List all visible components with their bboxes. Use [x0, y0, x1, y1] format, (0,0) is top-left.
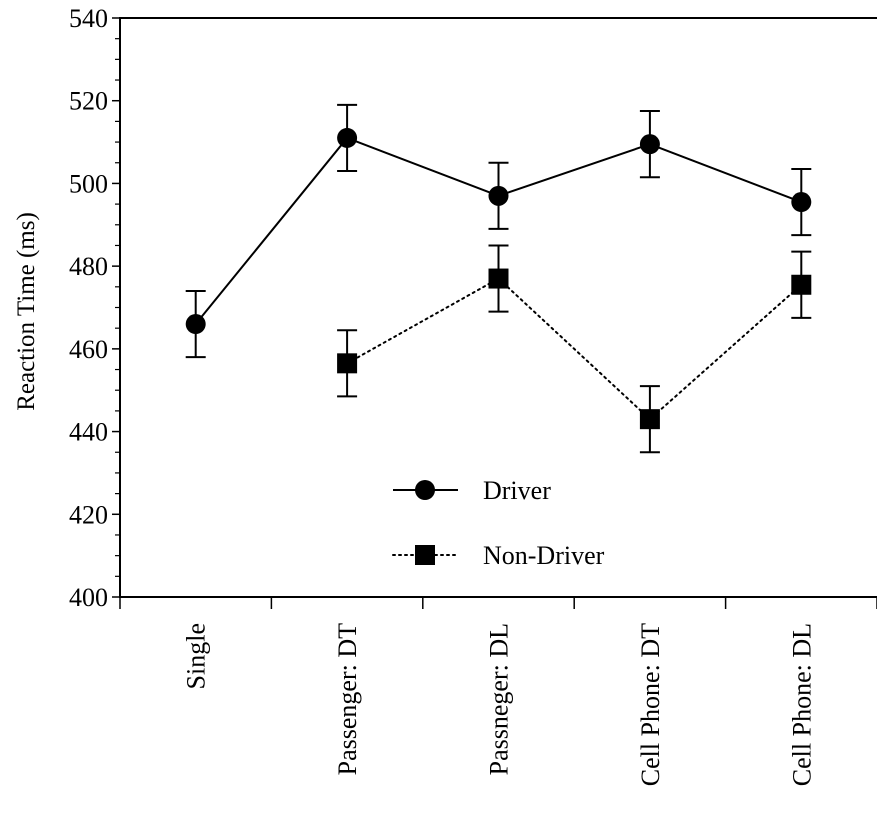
x-tick-label: Passenger: DT — [333, 623, 362, 775]
legend-item-non-driver: Non-Driver — [392, 541, 605, 570]
series-driver — [185, 103, 812, 359]
x-tick-label: Passneger: DL — [485, 623, 514, 775]
legend-item-driver: Driver — [393, 476, 551, 505]
data-point — [488, 268, 509, 289]
y-ticks — [112, 17, 120, 598]
x-tick-labels: Single Passenger: DT Passneger: DL Cell Pho… — [182, 623, 817, 786]
data-point — [639, 134, 660, 155]
x-tick-label: Single — [182, 623, 211, 689]
y-axis-label: Reaction Time (ms) — [13, 212, 40, 411]
data-point — [488, 185, 509, 206]
series-non-driver — [337, 244, 812, 454]
legend-label: Non-Driver — [483, 541, 605, 570]
data-point — [791, 274, 812, 295]
y-tick-label: 420 — [69, 500, 108, 529]
y-tick-label: 480 — [69, 252, 108, 281]
y-tick-label: 460 — [69, 335, 108, 364]
series-layer — [185, 103, 812, 454]
data-point — [337, 353, 358, 374]
data-point — [185, 314, 206, 335]
data-point — [639, 409, 660, 430]
data-point — [791, 192, 812, 213]
y-tick-label: 500 — [69, 169, 108, 198]
x-ticks — [119, 597, 877, 609]
legend-marker — [415, 480, 435, 500]
x-tick-label: Cell Phone: DL — [787, 623, 816, 786]
legend-label: Driver — [483, 476, 551, 505]
x-tick-label: Cell Phone: DT — [636, 623, 665, 786]
y-tick-labels: 400 420 440 460 480 500 520 540 — [69, 4, 108, 612]
y-tick-label: 440 — [69, 418, 108, 447]
data-point — [337, 127, 358, 148]
y-tick-label: 400 — [69, 583, 108, 612]
y-tick-label: 540 — [69, 4, 108, 33]
y-tick-label: 520 — [69, 87, 108, 116]
legend: Driver Non-Driver — [392, 476, 605, 570]
series-line — [346, 277, 803, 421]
legend-marker — [415, 545, 435, 565]
